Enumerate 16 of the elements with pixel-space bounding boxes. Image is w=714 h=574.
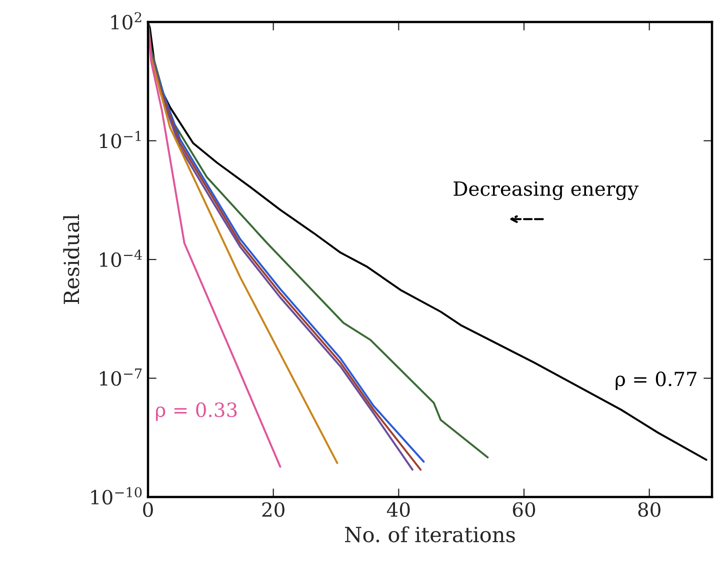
x-tick-label: 40 bbox=[386, 502, 410, 517]
y-axis-title: Residual bbox=[63, 214, 80, 304]
y-tick-label: 10$^{2}$ bbox=[111, 12, 142, 30]
x-tick-label: 20 bbox=[262, 502, 284, 517]
annotation: ρ = 0.33 bbox=[156, 402, 237, 421]
annotation: ρ = 0.77 bbox=[616, 372, 696, 390]
y-tick-label: 10$^{−7}$ bbox=[100, 368, 142, 386]
x-tick-label: 80 bbox=[638, 502, 660, 517]
line-series bbox=[148, 22, 338, 464]
x-tick-label: 0 bbox=[143, 502, 153, 517]
y-tick-label: 10$^{−10}$ bbox=[91, 487, 142, 505]
x-tick-label: 60 bbox=[512, 502, 536, 517]
annotation: Decreasing energy bbox=[454, 181, 639, 200]
y-tick-label: 10$^{−4}$ bbox=[100, 250, 142, 268]
x-axis-title: No. of iterations bbox=[345, 526, 515, 542]
y-tick-label: 10$^{−1}$ bbox=[100, 130, 141, 148]
